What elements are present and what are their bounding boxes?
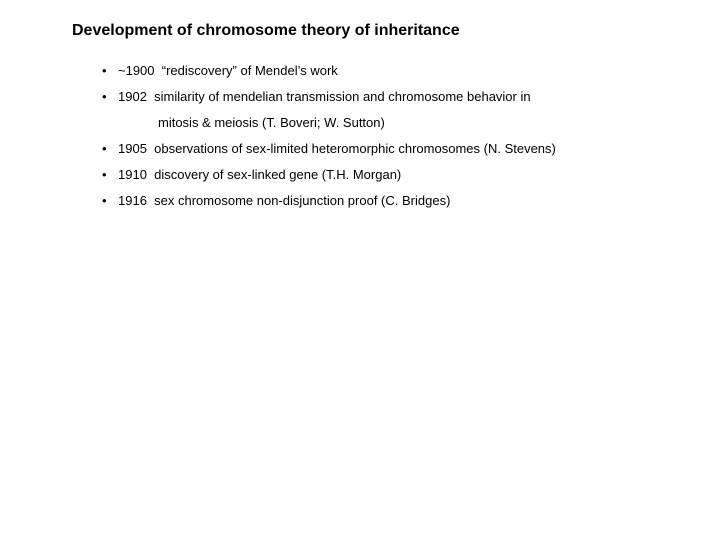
list-item: • 1916 sex chromosome non-disjunction pr… [102, 188, 680, 214]
item-year: ~1900 [118, 63, 155, 78]
bullet-list: • ~1900 “rediscovery” of Mendel’s work •… [72, 58, 680, 214]
bullet-icon: • [102, 136, 107, 162]
list-item: • ~1900 “rediscovery” of Mendel’s work [102, 58, 680, 84]
item-year: 1905 [118, 141, 147, 156]
list-item: • 1905 observations of sex-limited heter… [102, 136, 680, 162]
page-title: Development of chromosome theory of inhe… [72, 22, 680, 40]
bullet-icon: • [102, 84, 107, 110]
item-continuation: mitosis & meiosis (T. Boveri; W. Sutton) [102, 110, 680, 136]
item-text: similarity of mendelian transmission and… [154, 89, 530, 104]
slide: Development of chromosome theory of inhe… [0, 0, 720, 540]
item-year: 1910 [118, 167, 147, 182]
item-text: discovery of sex-linked gene (T.H. Morga… [154, 167, 401, 182]
item-text: sex chromosome non-disjunction proof (C.… [154, 193, 450, 208]
list-item: • 1902 similarity of mendelian transmiss… [102, 84, 680, 110]
item-year: 1902 [118, 89, 147, 104]
bullet-icon: • [102, 162, 107, 188]
list-item: • 1910 discovery of sex-linked gene (T.H… [102, 162, 680, 188]
item-text: “rediscovery” of Mendel’s work [162, 63, 338, 78]
bullet-icon: • [102, 188, 107, 214]
item-text: observations of sex-limited heteromorphi… [154, 141, 556, 156]
item-year: 1916 [118, 193, 147, 208]
bullet-icon: • [102, 58, 107, 84]
